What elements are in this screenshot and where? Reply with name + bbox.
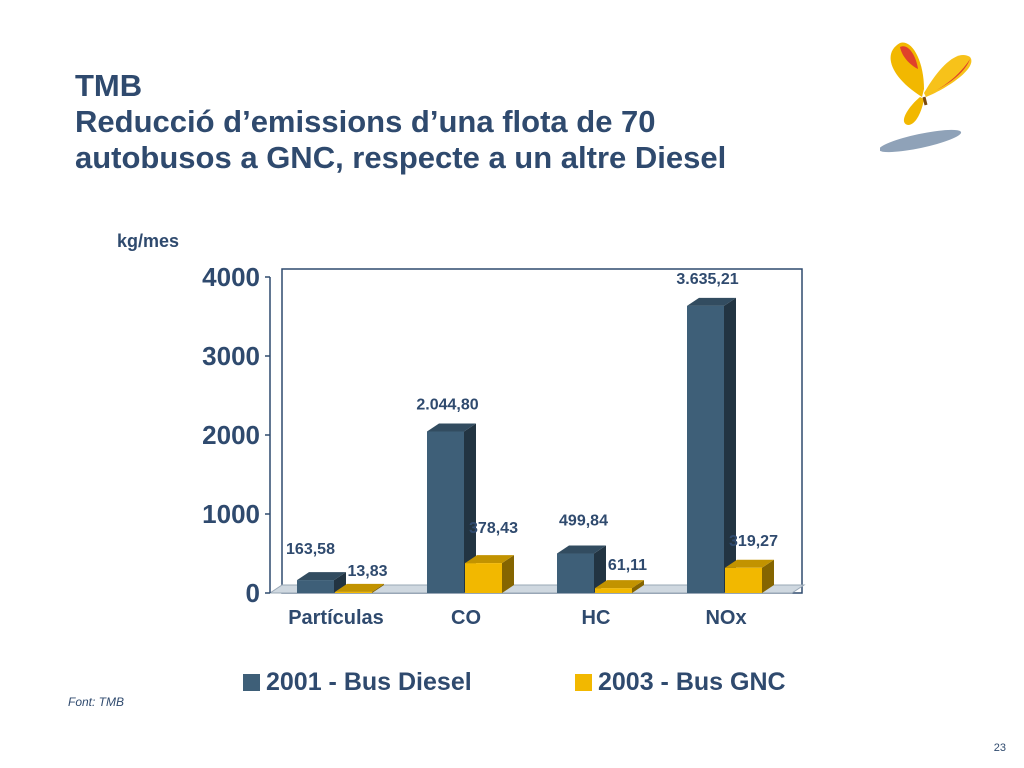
bar-gnc-top: [465, 555, 514, 564]
chart-legend: 2001 - Bus Diesel 2003 - Bus GNC: [0, 668, 1024, 698]
bar-gnc-top: [335, 583, 384, 592]
legend-label-diesel: 2001 - Bus Diesel: [266, 668, 472, 696]
bar-gnc: [725, 567, 762, 593]
bar-diesel-top: [297, 572, 346, 581]
title-line-1: TMB: [75, 68, 143, 103]
slide-title: TMB Reducció d’emissions d’una flota de …: [75, 68, 895, 176]
page-number: 23: [993, 742, 1006, 754]
data-label-gnc: 61,11: [608, 557, 647, 574]
legend-swatch-gnc: [575, 674, 592, 691]
data-label-gnc: 378,43: [469, 520, 518, 537]
y-tick-label: 0: [246, 578, 260, 608]
y-tick-label: 3000: [202, 341, 260, 371]
bar-gnc-top: [725, 559, 774, 568]
data-label-diesel: 499,84: [559, 513, 608, 530]
data-label-diesel: 2.044,80: [416, 396, 478, 413]
x-tick-label: HC: [582, 607, 611, 629]
bar-gnc-side: [372, 583, 384, 593]
bar-gnc-side: [502, 555, 514, 593]
data-label-diesel: 3.635,21: [676, 271, 738, 288]
bar-diesel: [427, 431, 464, 593]
y-axis-unit-label: kg/mes: [117, 231, 180, 251]
data-label-gnc: 319,27: [729, 533, 778, 550]
data-label-gnc: 13,83: [347, 563, 387, 580]
bar-gnc-side: [762, 559, 774, 593]
x-tick-label: Partículas: [288, 607, 384, 629]
bar-diesel-side: [334, 572, 346, 593]
bar-diesel-side: [594, 545, 606, 593]
bar-gnc: [595, 588, 632, 593]
x-tick-label: CO: [451, 607, 481, 629]
legend-label-gnc: 2003 - Bus GNC: [598, 668, 786, 696]
legend-item-diesel: 2001 - Bus Diesel: [243, 668, 472, 697]
bar-diesel-side: [464, 423, 476, 593]
bar-diesel-top: [687, 297, 736, 306]
bar-gnc-top: [595, 580, 644, 589]
title-line-3: autobusos a GNC, respecte a un altre Die…: [75, 140, 727, 175]
y-tick-label: 1000: [202, 499, 260, 529]
bar-diesel-top: [557, 545, 606, 554]
butterfly-logo: [880, 42, 972, 153]
bar-diesel: [687, 305, 724, 593]
bar-diesel-top: [427, 423, 476, 432]
bar-gnc-side: [632, 580, 644, 593]
bar-gnc: [465, 563, 502, 593]
source-note: Font: TMB: [68, 695, 125, 709]
bar-diesel: [297, 580, 334, 593]
x-tick-label: NOx: [705, 607, 746, 629]
bar-gnc: [335, 591, 372, 593]
y-tick-label: 2000: [202, 420, 260, 450]
bar-diesel: [557, 553, 594, 593]
legend-item-gnc: 2003 - Bus GNC: [575, 668, 786, 697]
title-line-2: Reducció d’emissions d’una flota de 70: [75, 104, 656, 139]
data-label-diesel: 163,58: [286, 541, 335, 558]
y-tick-label: 4000: [202, 262, 260, 292]
bar-diesel-side: [724, 297, 736, 593]
legend-swatch-diesel: [243, 674, 260, 691]
